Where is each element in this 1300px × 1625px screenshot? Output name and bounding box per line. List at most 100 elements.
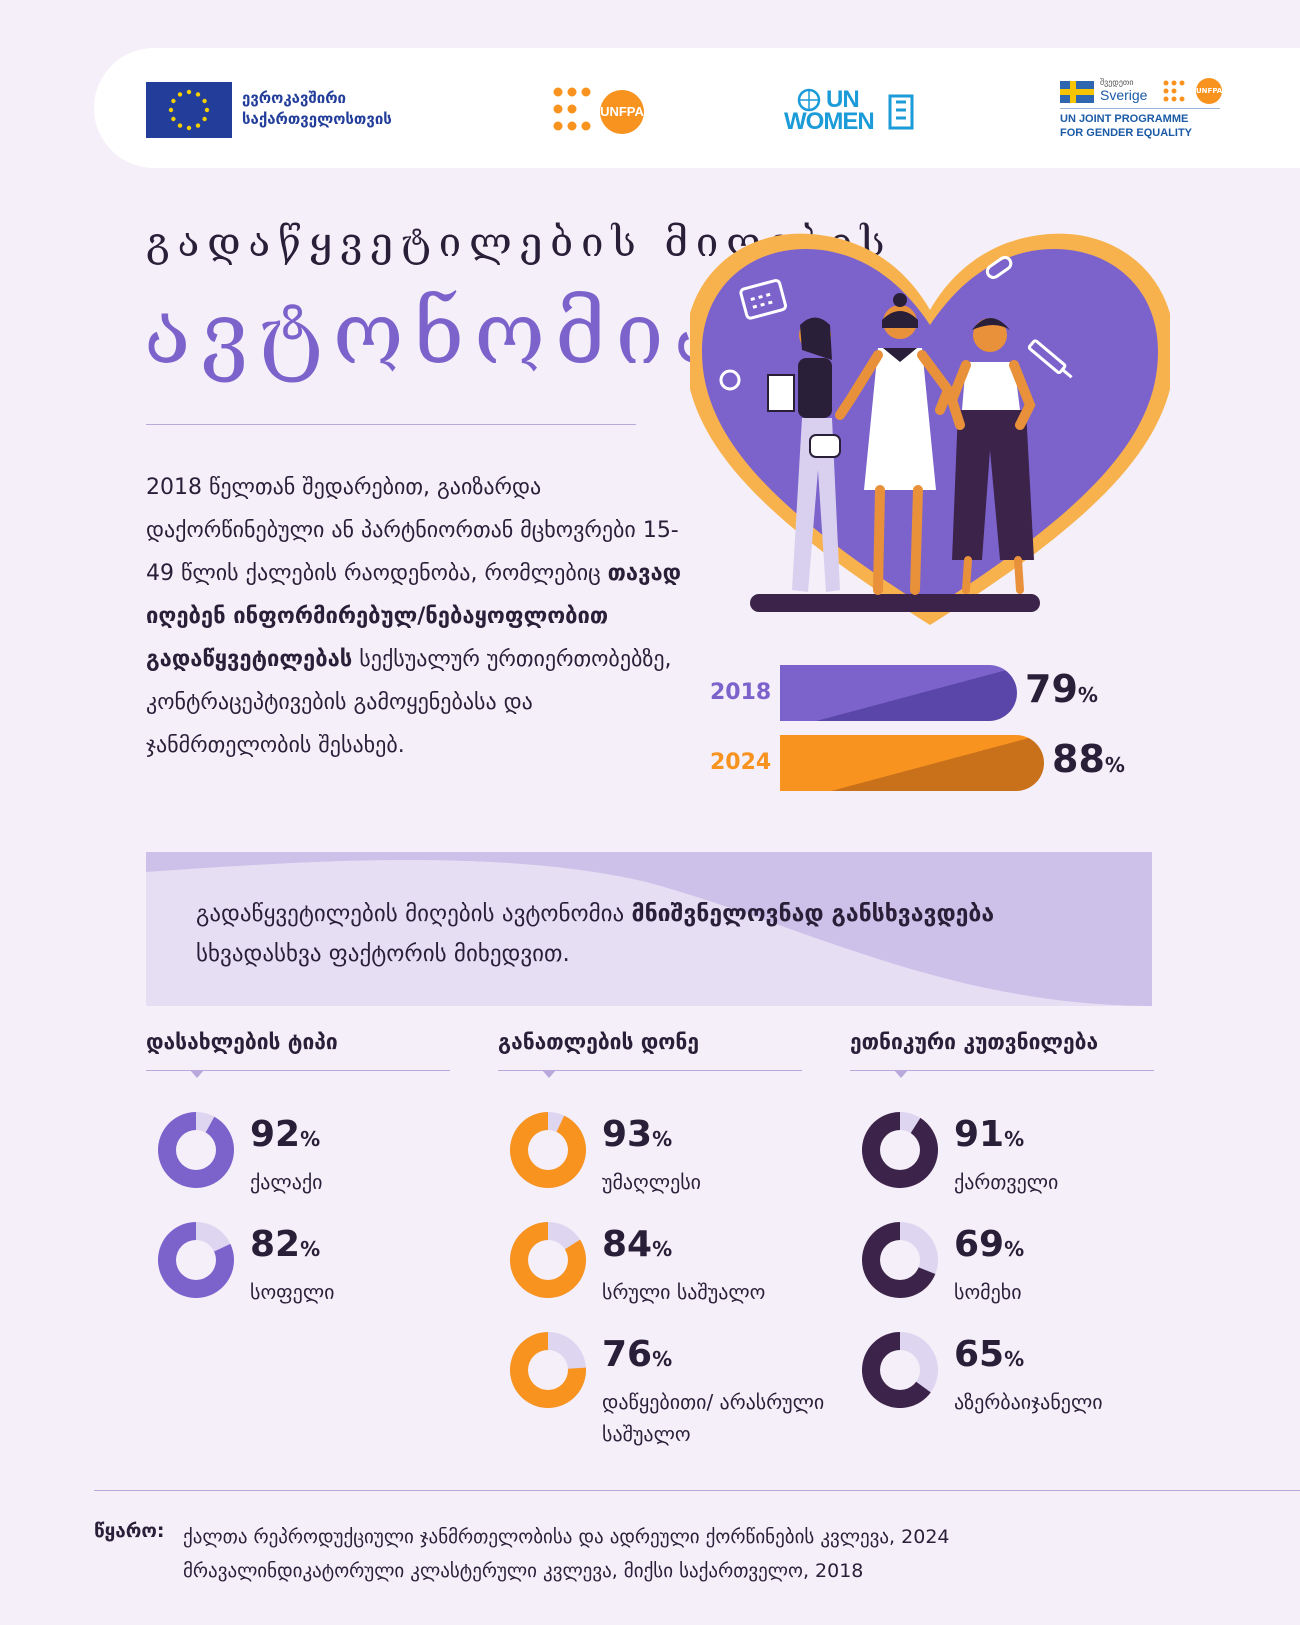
eu-star-icon — [202, 116, 207, 122]
factor-item-label: ქართველი — [954, 1170, 1059, 1194]
factor-item: 91% ქართველი — [860, 1110, 1190, 1210]
logo-bar: ევროკავშირი საქართველოსთვის UNFPA UN WOM… — [94, 48, 1300, 168]
callout-box: გადაწყვეტილების მიღების ავტონომია მნიშვნ… — [146, 852, 1152, 1006]
donut-chart — [862, 1222, 938, 1298]
factor-item: 82% სოფელი — [156, 1220, 486, 1320]
donut-chart — [158, 1112, 234, 1188]
factor-column-education: განათლების დონე 93% უმაღლესი 84% სრული საშუ… — [498, 1030, 824, 1446]
factor-item-value: 92% — [250, 1114, 321, 1155]
intro-text-part1: 2018 წელთან შედარებით, გაიზარდა დაქორწინ… — [146, 475, 679, 586]
woman-center-figure — [835, 293, 954, 595]
sverige-small-label: შვედეთი — [1100, 78, 1134, 87]
donut-hole — [528, 1130, 568, 1170]
factor-divider — [146, 1070, 450, 1078]
donut-hole — [880, 1350, 920, 1390]
donut-hole — [880, 1240, 920, 1280]
factor-item-value: 91% — [954, 1114, 1025, 1155]
intro-text-bold: თავად იღებენ ინფორმირებულ/ნებაყოფლობით გ… — [146, 561, 682, 672]
unwomen-mark-icon — [888, 94, 914, 130]
pedestal — [750, 594, 1040, 612]
donut-hole — [528, 1350, 568, 1390]
source-line2: მრავალინდიკატორული კლასტერული კვლევა, მი… — [183, 1560, 864, 1582]
sverige-divider — [1060, 108, 1220, 109]
title-divider — [146, 424, 636, 425]
eu-star-icon — [195, 123, 201, 128]
factor-item-value: 69% — [954, 1224, 1025, 1265]
eu-star-icon — [195, 92, 201, 97]
factor-column-ethnicity: ეთნიკური კუთვნილება 91% ქართველი 69% სომეხი… — [850, 1030, 1154, 1414]
donut-hole — [176, 1130, 216, 1170]
intro-paragraph: 2018 წელთან შედარებით, გაიზარდა დაქორწინ… — [146, 466, 686, 767]
joint-programme-line1: UN JOINT PROGRAMME — [1060, 113, 1189, 125]
factor-item-label: ქალაქი — [250, 1170, 323, 1194]
factor-item-label: სომეხი — [954, 1280, 1022, 1304]
donut-chart — [862, 1112, 938, 1188]
year-bar — [780, 665, 1017, 721]
eu-star-icon — [177, 92, 183, 97]
eu-flag-icon — [146, 82, 232, 138]
factor-item-label: სოფელი — [250, 1280, 335, 1304]
factor-divider — [850, 1070, 1154, 1078]
intro-text-part2: სექსუალურ ურთიერთობებზე, კონტრაცეპტივები… — [146, 647, 672, 758]
bar-value-label: 88% — [1052, 737, 1125, 781]
factor-item-value: 65% — [954, 1334, 1025, 1375]
eu-star-icon — [204, 107, 210, 113]
joint-programme-label: UN JOINT PROGRAMME FOR GENDER EQUALITY — [1060, 112, 1192, 140]
donut-chart — [862, 1332, 938, 1408]
year-bar — [780, 735, 1044, 791]
factor-item: 76% დაწყებითი/ არასრული საშუალო — [508, 1330, 838, 1446]
sverige-unfpa-badge: UNFPA — [1196, 78, 1222, 104]
callout-swoosh — [146, 852, 1152, 1006]
factor-item-value: 93% — [602, 1114, 673, 1155]
sweden-flag-icon — [1060, 81, 1094, 103]
donut-chart — [158, 1222, 234, 1298]
unfpa-small-dots-icon — [1163, 80, 1185, 102]
source-line1: ქალთა რეპროდუქციული ჯანმრთელობისა და ადრ… — [183, 1526, 950, 1548]
syringe-icon — [1027, 339, 1073, 379]
factor-column-settlement: დასახლების ტიპი 92% ქალაქი 82% სოფელი — [146, 1030, 450, 1304]
un-emblem-icon — [797, 88, 821, 112]
woman-left-figure — [767, 317, 841, 592]
unfpa-dots-icon — [553, 87, 591, 131]
factor-item-label: უმაღლესი — [602, 1170, 702, 1194]
eu-star-icon — [186, 125, 192, 131]
factor-item-value: 84% — [602, 1224, 673, 1265]
callout-text: გადაწყვეტილების მიღების ავტონომია მნიშვნ… — [196, 894, 1096, 974]
joint-programme-line2: FOR GENDER EQUALITY — [1060, 127, 1193, 139]
eu-star-icon — [168, 107, 174, 113]
woman-right-figure — [946, 318, 1036, 594]
bar-year-label: 2024 — [710, 750, 772, 775]
factor-title: დასახლების ტიპი — [146, 1030, 338, 1054]
sverige-label: Sverige — [1100, 87, 1148, 103]
factor-item-label: სრული საშუალო — [602, 1280, 766, 1304]
eu-star-icon — [171, 116, 176, 122]
bar-year-label: 2018 — [710, 680, 772, 705]
source-divider — [94, 1490, 1300, 1491]
donut-hole — [528, 1240, 568, 1280]
eu-star-icon — [202, 98, 207, 104]
donut-chart — [510, 1112, 586, 1188]
donut-chart — [510, 1222, 586, 1298]
factor-item-value: 82% — [250, 1224, 321, 1265]
eu-logo-line1: ევროკავშირი — [242, 89, 346, 107]
factor-item: 84% სრული საშუალო — [508, 1220, 838, 1320]
title-line2: ავტონომია — [144, 284, 731, 384]
unwomen-logo: UN WOMEN — [784, 86, 924, 135]
eu-logo-line2: საქართველოსთვის — [242, 110, 392, 128]
factor-item: 69% სომეხი — [860, 1220, 1190, 1320]
factor-item: 65% აზერბაიჯანელი — [860, 1330, 1190, 1430]
year-bar-chart: 2018 79% 2024 88% — [690, 665, 1170, 815]
calendar-icon — [739, 279, 788, 320]
callout-text-part1: გადაწყვეტილების მიღების ავტონომია — [196, 901, 632, 927]
unwomen-logo-line1: UN — [826, 86, 860, 113]
factor-title: ეთნიკური კუთვნილება — [850, 1030, 1099, 1054]
condom-icon — [719, 369, 741, 391]
callout-text-part2: სხვადასხვა ფაქტორის მიხედვით. — [196, 941, 570, 967]
pill-icon — [985, 255, 1013, 279]
factor-title: განათლების დონე — [498, 1030, 699, 1054]
callout-text-bold: მნიშვნელოვნად განსხვავდება — [631, 901, 995, 927]
unfpa-logo-text: UNFPA — [600, 90, 644, 134]
donut-hole — [176, 1240, 216, 1280]
factor-item: 92% ქალაქი — [156, 1110, 486, 1210]
bar-value-label: 79% — [1025, 667, 1098, 711]
